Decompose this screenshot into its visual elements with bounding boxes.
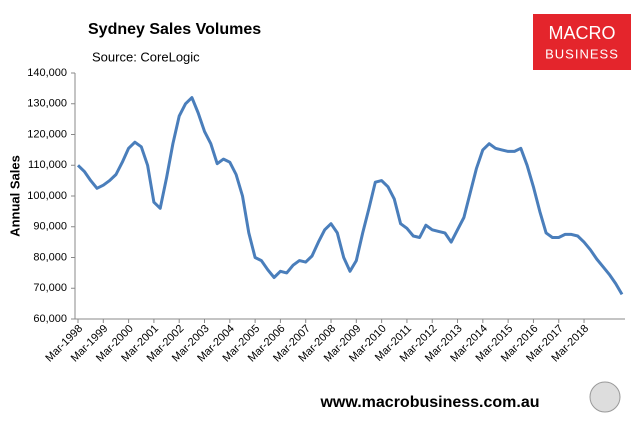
y-tick-label: 60,000 [33,313,67,325]
y-tick-label: 70,000 [33,282,67,294]
footer: www.macrobusiness.com.au [319,394,539,411]
y-tick-label: 90,000 [33,221,67,233]
chart-subtitle: Source: CoreLogic [92,49,200,64]
y-tick-label: 120,000 [27,128,67,140]
logo-box [533,14,631,70]
chart-title: Sydney Sales Volumes [88,21,261,38]
y-tick-label: 130,000 [27,98,67,110]
line [76,96,624,296]
logo-icon [589,381,621,413]
y-tick-label: 80,000 [33,251,67,263]
y-tick-label: 110,000 [28,159,67,171]
logo-text: MACRO [549,23,616,43]
y-tick-label: 140,000 [27,67,67,79]
logo-text: BUSINESS [545,46,619,61]
y-axis-label: Annual Sales [7,155,22,237]
y-tick-label: 100,000 [27,190,67,202]
